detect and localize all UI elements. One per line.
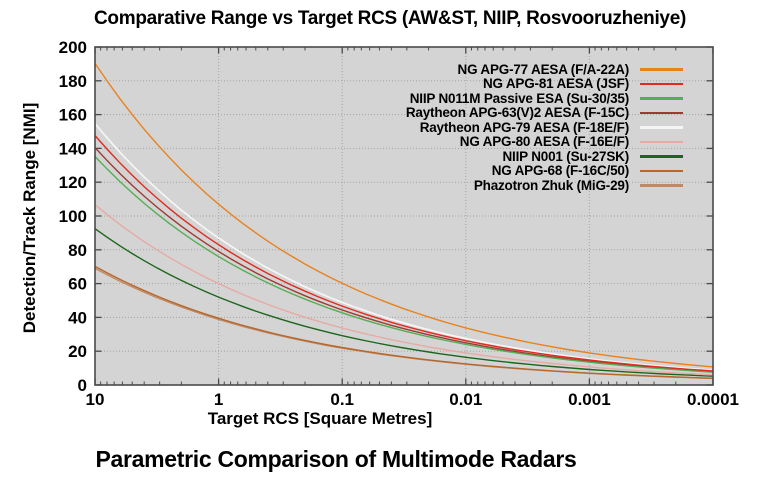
legend-line-swatch <box>640 68 683 71</box>
series-curve <box>94 147 714 373</box>
legend-label: Phazotron Zhuk (MiG-29) <box>473 177 629 193</box>
x-axis-label: Target RCS [Square Metres] <box>207 409 433 428</box>
y-tick-label: 80 <box>68 241 87 260</box>
x-tick-label: 0.001 <box>568 390 611 409</box>
y-tick-label: 180 <box>59 72 87 91</box>
y-tick-label: 100 <box>59 207 87 226</box>
legend-item: Phazotron Zhuk (MiG-29) <box>406 178 683 193</box>
series-curve <box>94 228 714 377</box>
legend-label: Raytheon APG-79 AESA (F-18E/F) <box>419 119 629 135</box>
legend-line-swatch <box>640 169 683 172</box>
legend-label: NG APG-80 AESA (F-16E/F) <box>459 134 629 150</box>
legend-line-swatch <box>640 140 683 143</box>
legend-line-swatch <box>640 97 683 100</box>
x-tick-label: 0.0001 <box>687 390 739 409</box>
series-curve <box>94 204 714 376</box>
series-curve <box>94 265 714 379</box>
y-tick-label: 120 <box>59 173 87 192</box>
series-curve <box>94 156 714 373</box>
legend-label: Raytheon APG-63(V)2 AESA (F-15C) <box>405 105 629 121</box>
legend-item: Raytheon APG-79 AESA (F-18E/F) <box>406 120 683 135</box>
y-tick-label: 20 <box>68 342 87 361</box>
legend-item: Raytheon APG-63(V)2 AESA (F-15C) <box>405 105 683 121</box>
x-tick-label: 0.01 <box>449 390 482 409</box>
legend-label: NIIP N011M Passive ESA (Su-30/35) <box>409 90 629 106</box>
series-curve <box>94 135 714 372</box>
y-tick-label: 0 <box>78 376 87 395</box>
y-tick-label: 160 <box>59 106 87 125</box>
legend-label: NIIP N001 (Su-27SK) <box>502 148 630 164</box>
legend-label: NG APG-77 AESA (F/A-22A) <box>457 61 630 77</box>
legend-item: NG APG-77 AESA (F/A-22A) <box>406 62 683 77</box>
legend-item: NIIP N001 (Su-27SK) <box>406 149 683 164</box>
legend-item: NG APG-80 AESA (F-16E/F) <box>406 134 683 150</box>
x-tick-label: 10 <box>86 390 105 409</box>
legend-line-swatch <box>640 184 683 187</box>
series-curve <box>94 63 714 368</box>
figure-caption: Parametric Comparison of Multimode Radar… <box>95 446 577 472</box>
plot-border <box>94 46 714 386</box>
legend-label: NG APG-81 AESA (JSF) <box>482 76 629 92</box>
legend-line-swatch <box>640 111 683 114</box>
series-curve <box>94 123 714 372</box>
legend-item: NIIP N011M Passive ESA (Su-30/35) <box>406 91 683 106</box>
legend-line-swatch <box>640 155 683 158</box>
legend-item: NG APG-81 AESA (JSF) <box>406 76 683 92</box>
x-tick-label: 0.1 <box>330 390 354 409</box>
legend-item: NG APG-68 (F-16C/50) <box>406 163 683 179</box>
legend-label: NG APG-68 (F-16C/50) <box>491 163 629 179</box>
legend-line-swatch <box>640 82 683 85</box>
y-tick-label: 60 <box>68 275 87 294</box>
legend: NG APG-77 AESA (F/A-22A) NG APG-81 AESA (… <box>406 62 683 193</box>
y-tick-label: 140 <box>59 139 87 158</box>
y-tick-label: 40 <box>68 308 87 327</box>
y-tick-label: 200 <box>59 38 87 57</box>
legend-line-swatch <box>640 126 683 129</box>
chart-title: Comparative Range vs Target RCS (AW&ST, … <box>94 8 686 29</box>
x-tick-label: 1 <box>214 390 223 409</box>
